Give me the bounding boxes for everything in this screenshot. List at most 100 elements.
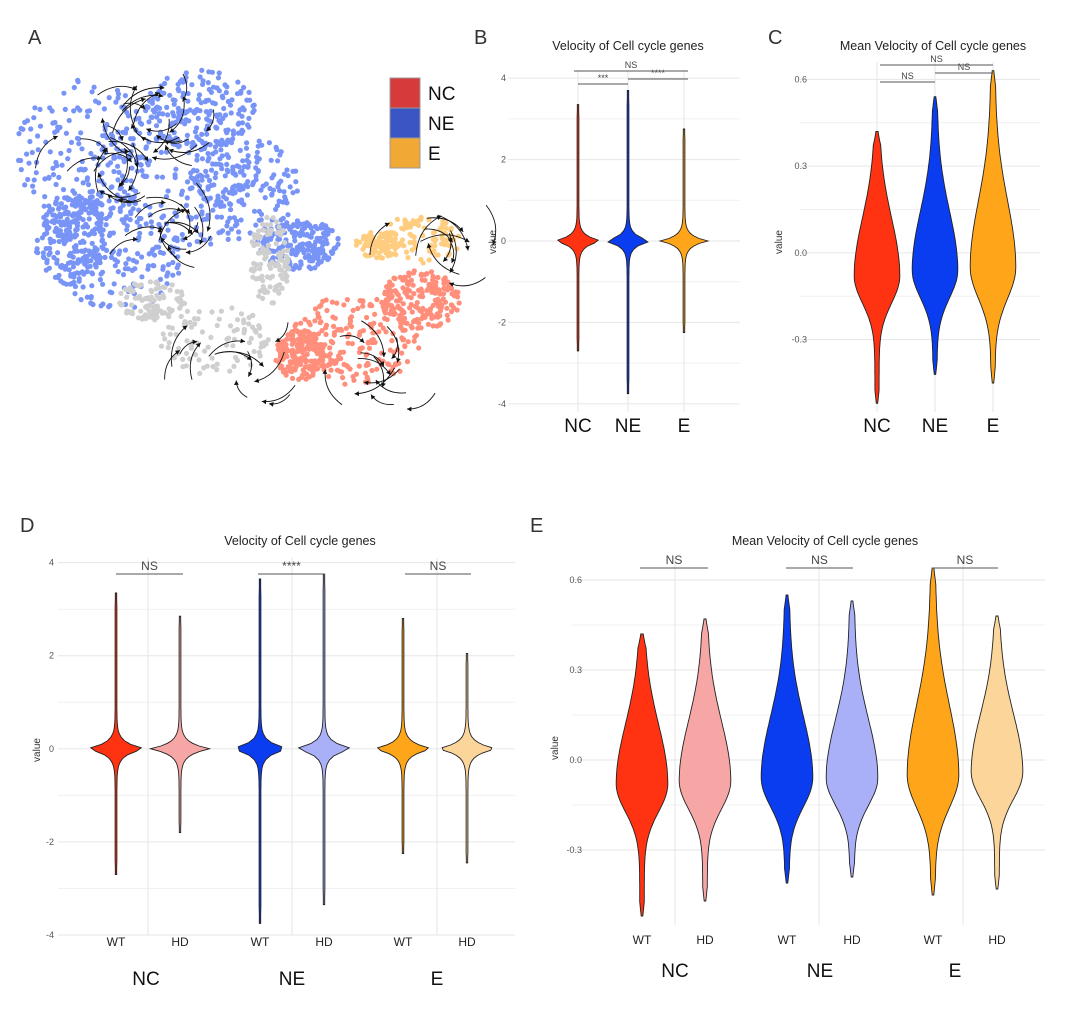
umap-point xyxy=(393,232,399,238)
umap-point xyxy=(231,363,237,369)
umap-point xyxy=(319,363,325,369)
umap-point xyxy=(239,127,245,133)
panel-e-subtick-nc-hd: HD xyxy=(696,933,714,947)
panel-e-subtick-ne-hd: HD xyxy=(843,933,861,947)
umap-arrowhead xyxy=(465,245,470,251)
umap-point xyxy=(312,362,318,368)
umap-point xyxy=(113,99,119,105)
panel-c-ytick-label: 0.3 xyxy=(794,161,807,171)
umap-point xyxy=(114,87,121,94)
umap-point xyxy=(331,329,338,336)
umap-point xyxy=(187,319,193,325)
umap-point xyxy=(148,114,154,120)
umap-point xyxy=(260,221,266,227)
umap-point xyxy=(245,153,251,159)
umap-point xyxy=(180,356,186,362)
umap-point xyxy=(120,272,127,278)
umap-point xyxy=(300,241,306,247)
umap-point xyxy=(260,295,266,301)
umap-point xyxy=(139,121,145,127)
umap-point xyxy=(183,202,190,208)
umap-point xyxy=(431,229,437,235)
umap-point xyxy=(438,305,444,311)
umap-point xyxy=(213,125,220,131)
panel-e-violin-e-hd xyxy=(970,615,1024,890)
umap-point xyxy=(310,346,316,352)
panel-d-ytick-label: 4 xyxy=(49,558,54,568)
umap-point xyxy=(330,314,336,320)
umap-point xyxy=(246,89,252,95)
umap-point xyxy=(212,144,218,150)
umap-point xyxy=(135,236,141,242)
panel-b-ytick-label: 4 xyxy=(501,73,506,83)
umap-point xyxy=(323,331,329,337)
umap-point xyxy=(204,216,210,222)
panel-c-ytick-label: 0.6 xyxy=(794,74,807,84)
umap-point xyxy=(172,97,178,104)
umap-point xyxy=(76,201,82,208)
umap-point xyxy=(183,363,189,369)
umap-point xyxy=(364,314,370,321)
umap-point xyxy=(179,188,185,194)
umap-point xyxy=(216,70,222,76)
umap-point xyxy=(63,227,69,234)
umap-point xyxy=(325,231,331,237)
umap-streamline xyxy=(235,380,248,398)
umap-point xyxy=(312,306,319,312)
umap-point xyxy=(169,282,175,288)
umap-legend: NC NE E xyxy=(389,77,455,169)
umap-point xyxy=(218,142,224,148)
umap-point xyxy=(80,217,86,223)
umap-streamline xyxy=(195,182,211,232)
umap-arrowhead xyxy=(158,93,164,98)
umap-point xyxy=(35,147,41,153)
umap-point xyxy=(124,308,130,314)
umap-point xyxy=(237,147,243,153)
panel-c-xtick-e: E xyxy=(987,416,1000,437)
umap-point xyxy=(318,319,324,325)
umap-point xyxy=(124,126,130,132)
umap-point xyxy=(67,281,73,287)
umap-streamline xyxy=(208,340,246,357)
umap-point xyxy=(312,358,318,364)
panel-e-violin-e-wt xyxy=(906,567,960,896)
umap-point xyxy=(179,231,185,238)
umap-point xyxy=(103,215,109,222)
umap-point xyxy=(89,271,96,277)
umap-point xyxy=(394,216,400,222)
umap-point xyxy=(377,322,384,328)
umap-point xyxy=(195,316,201,322)
umap-point xyxy=(431,314,437,320)
umap-point xyxy=(54,260,60,266)
umap-point xyxy=(380,325,386,331)
panel-d-group-e: E xyxy=(431,969,444,990)
umap-point xyxy=(341,302,347,308)
umap-point xyxy=(148,90,154,96)
umap-point xyxy=(88,150,94,157)
umap-point xyxy=(284,167,290,173)
umap-point xyxy=(369,337,375,343)
umap-point xyxy=(280,215,286,221)
umap-point xyxy=(420,260,426,266)
umap-point xyxy=(172,172,178,178)
umap-point xyxy=(300,331,306,337)
umap-point xyxy=(310,258,316,264)
umap-point xyxy=(409,325,415,331)
umap-point xyxy=(289,249,295,255)
panel-d-violin-ne-hd xyxy=(297,573,351,906)
umap-point xyxy=(414,305,421,311)
umap-point xyxy=(300,367,306,373)
umap-point xyxy=(276,198,282,204)
umap-point xyxy=(72,291,78,297)
umap-point xyxy=(176,345,182,351)
umap-point xyxy=(364,374,370,380)
umap-point xyxy=(76,276,82,282)
umap-point xyxy=(162,336,168,342)
umap-point xyxy=(416,345,422,351)
panel-d-subtick-nc-wt: WT xyxy=(107,935,126,949)
umap-point xyxy=(186,242,193,248)
umap-point xyxy=(166,136,172,142)
umap-point xyxy=(78,130,84,136)
umap-point xyxy=(402,327,408,333)
umap-point xyxy=(207,142,213,148)
